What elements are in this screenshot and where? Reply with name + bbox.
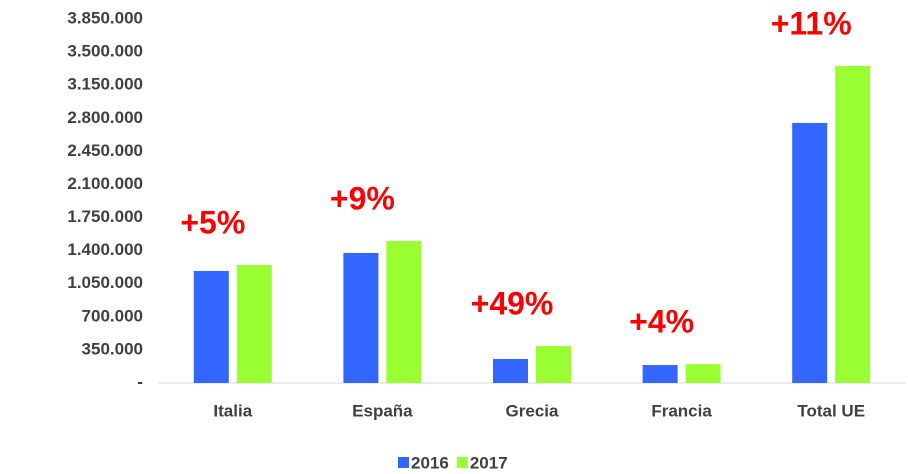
y-tick-label: 2.800.000 <box>67 108 143 127</box>
annotation: +4% <box>629 304 694 340</box>
annotation: +5% <box>180 204 245 240</box>
y-tick-label: 3.850.000 <box>67 8 143 27</box>
y-tick-label: 1.050.000 <box>67 273 143 292</box>
bar <box>493 358 528 383</box>
legend-label: 2016 <box>411 453 449 472</box>
y-tick-label: 2.450.000 <box>67 141 143 160</box>
bar <box>193 270 229 383</box>
bar <box>343 253 379 383</box>
x-tick-label: Grecia <box>506 401 559 420</box>
x-tick-label: Total UE <box>797 401 865 420</box>
legend-swatch <box>398 457 409 468</box>
y-tick-label: 1.750.000 <box>67 207 143 226</box>
legend-swatch <box>456 457 468 468</box>
y-tick-label: - <box>137 372 143 391</box>
x-tick-label: España <box>352 401 413 420</box>
annotation: +11% <box>771 5 852 41</box>
y-tick-label: 1.400.000 <box>67 240 143 259</box>
annotation: +9% <box>330 180 395 216</box>
annotation: +49% <box>471 285 554 321</box>
legend-label: 2017 <box>470 453 508 472</box>
bar <box>536 346 571 383</box>
y-tick-label: 350.000 <box>82 339 143 358</box>
bar <box>642 365 678 383</box>
bar <box>835 65 871 384</box>
bar <box>792 123 828 383</box>
bar <box>386 240 422 383</box>
y-tick-label: 3.500.000 <box>67 42 143 61</box>
x-tick-label: Italia <box>213 401 252 420</box>
bar <box>685 364 721 383</box>
y-tick-label: 700.000 <box>82 306 143 325</box>
y-tick-label: 3.150.000 <box>67 75 143 94</box>
x-tick-label: Francia <box>651 401 712 420</box>
bar <box>236 265 272 383</box>
y-tick-label: 2.100.000 <box>67 174 143 193</box>
